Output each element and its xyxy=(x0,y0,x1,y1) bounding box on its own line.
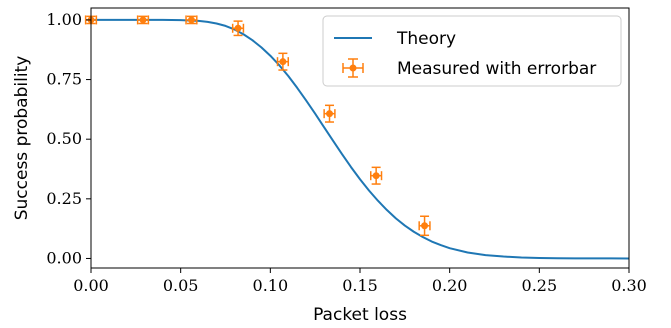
legend: Theory Measured with errorbar xyxy=(322,15,622,87)
data-point xyxy=(326,110,334,118)
x-tick-label: 0.15 xyxy=(342,276,378,295)
measured-point xyxy=(418,215,431,237)
legend-measured-label: Measured with errorbar xyxy=(397,59,596,79)
measured-point xyxy=(231,20,245,37)
axes: 0.00 0.05 0.10 0.15 0.20 0.25 0.30 0.00 0.25 0.50… xyxy=(46,7,647,295)
y-tick-label: 0.25 xyxy=(46,189,82,208)
measured-point xyxy=(276,52,290,71)
y-tick-label: 0.50 xyxy=(46,129,82,148)
theory-line xyxy=(91,18,630,260)
x-tick-label: 0.25 xyxy=(522,276,558,295)
x-tick-label: 0.05 xyxy=(163,276,199,295)
data-point xyxy=(234,24,242,32)
x-tick-label: 0.30 xyxy=(611,276,647,295)
x-tick-label: 0.20 xyxy=(432,276,468,295)
measured-point xyxy=(136,15,150,25)
y-tick-label: 0.75 xyxy=(46,70,82,89)
data-point xyxy=(279,58,287,66)
x-tick-label: 0.00 xyxy=(73,276,109,295)
y-tick-label: 1.00 xyxy=(46,10,82,29)
measured-point xyxy=(323,104,336,123)
x-axis-label: Packet loss xyxy=(313,305,407,325)
y-tick-label: 0.00 xyxy=(46,248,82,267)
data-point xyxy=(372,172,380,180)
measured-point xyxy=(185,15,198,25)
legend-measured-marker xyxy=(349,64,357,72)
data-point xyxy=(139,16,147,24)
y-axis-label: Success probability xyxy=(12,56,32,221)
plot-area xyxy=(84,15,630,260)
x-tick-label: 0.10 xyxy=(253,276,289,295)
measured-point xyxy=(370,166,383,185)
data-point xyxy=(421,222,429,230)
legend-box xyxy=(322,15,622,87)
legend-theory-label: Theory xyxy=(396,29,456,49)
data-point xyxy=(187,16,195,24)
